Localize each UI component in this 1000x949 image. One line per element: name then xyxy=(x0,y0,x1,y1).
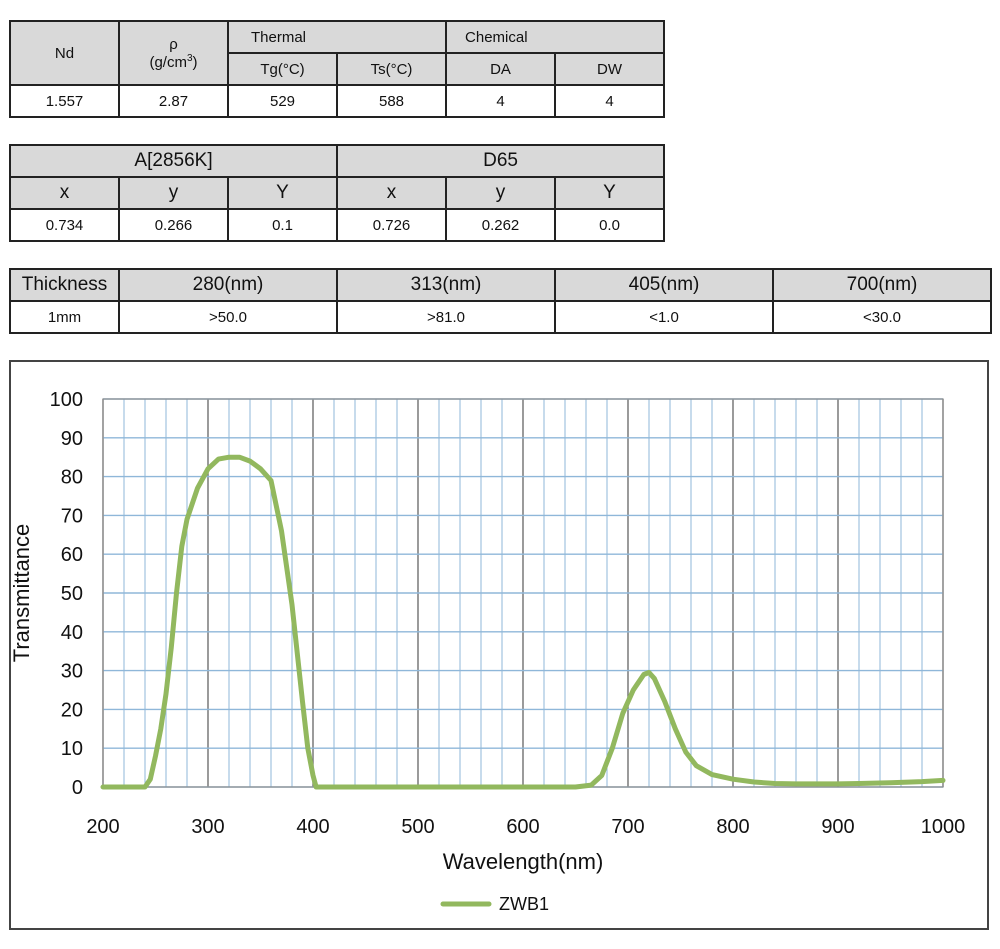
dw-header: DW xyxy=(554,52,666,86)
density-unit-base: (g/cm xyxy=(149,53,187,71)
transmittance-chart-frame: 0 10 20 30 40 50 60 70 80 90 100 200 300 400 500 600 70… xyxy=(9,360,989,930)
x-tick-label: 300 xyxy=(191,816,224,838)
t280-value: >50.0 xyxy=(118,300,338,334)
thermal-header: Thermal xyxy=(226,20,448,54)
density-header: ρ (g/cm3) xyxy=(118,20,229,86)
y-tick-label: 100 xyxy=(50,389,83,411)
illuminant-d65-header: D65 xyxy=(336,144,666,178)
a-x-header: x xyxy=(9,176,120,210)
t405-value: <1.0 xyxy=(554,300,774,334)
y-tick-label: 60 xyxy=(61,544,83,566)
d65-Y-header: Y xyxy=(554,176,666,210)
y-tick-label: 70 xyxy=(61,505,83,527)
ts-header: Ts(°C) xyxy=(335,52,448,86)
density-unit: (g/cm3) xyxy=(121,52,226,71)
density-unit-exponent: 3 xyxy=(186,52,193,64)
x-tick-label: 900 xyxy=(821,816,854,838)
legend: ZWB1 xyxy=(440,894,549,914)
series-line-zwb1 xyxy=(100,454,946,790)
x-tick-label: 200 xyxy=(86,816,119,838)
d65-x-header: x xyxy=(336,176,448,210)
thickness-header: Thickness xyxy=(9,268,120,302)
y-tick-label: 90 xyxy=(61,428,83,450)
x-tick-label: 1000 xyxy=(921,816,966,838)
x-tick-label: 500 xyxy=(401,816,434,838)
glass-properties-table: Nd ρ (g/cm3) Thermal Chemical Tg(°C) Ts(… xyxy=(9,20,666,118)
t700-value: <30.0 xyxy=(772,300,992,334)
x-axis-label: Wavelength(nm) xyxy=(443,849,604,874)
x-tick-label: 400 xyxy=(296,816,329,838)
d65-y-value: 0.262 xyxy=(445,208,557,242)
a-y-value: 0.266 xyxy=(118,208,229,242)
x-axis-ticks: 200 300 400 500 600 700 800 900 1000 xyxy=(86,816,965,838)
ts-value: 588 xyxy=(335,84,448,118)
da-header: DA xyxy=(445,52,557,86)
y-tick-label: 80 xyxy=(61,467,83,489)
density-value: 2.87 xyxy=(118,84,229,118)
a-Y-value: 0.1 xyxy=(226,208,339,242)
a-Y-header: Y xyxy=(226,176,339,210)
y-axis-ticks: 0 10 20 30 40 50 60 70 80 90 100 xyxy=(50,389,83,799)
d65-y-header: y xyxy=(445,176,557,210)
transmittance-chart: 0 10 20 30 40 50 60 70 80 90 100 200 300 400 500 600 70… xyxy=(9,389,965,914)
a-x-value: 0.734 xyxy=(9,208,120,242)
t280-header: 280(nm) xyxy=(118,268,338,302)
chemical-header: Chemical xyxy=(445,20,666,54)
d65-Y-value: 0.0 xyxy=(554,208,666,242)
rho-symbol: ρ xyxy=(169,35,178,53)
dw-value: 4 xyxy=(554,84,666,118)
y-axis-label: Transmittance xyxy=(11,524,34,663)
x-tick-label: 800 xyxy=(716,816,749,838)
t313-value: >81.0 xyxy=(336,300,556,334)
nd-header: Nd xyxy=(9,20,120,86)
tg-header: Tg(°C) xyxy=(227,52,338,86)
y-tick-label: 30 xyxy=(61,661,83,683)
chromaticity-table: A[2856K] D65 x y Y x y Y 0.734 0.266 0.1… xyxy=(8,144,666,242)
x-tick-label: 700 xyxy=(611,816,644,838)
y-tick-label: 50 xyxy=(61,583,83,605)
thickness-value: 1mm xyxy=(9,300,120,334)
d65-x-value: 0.726 xyxy=(336,208,448,242)
t700-header: 700(nm) xyxy=(772,268,992,302)
t313-header: 313(nm) xyxy=(336,268,556,302)
t405-header: 405(nm) xyxy=(554,268,774,302)
transmittance-table: Thickness 280(nm) 313(nm) 405(nm) 700(nm… xyxy=(9,268,992,334)
y-tick-label: 10 xyxy=(61,738,83,760)
da-value: 4 xyxy=(445,84,557,118)
chart-grid xyxy=(102,398,944,788)
tg-value: 529 xyxy=(227,84,338,118)
nd-value: 1.557 xyxy=(9,84,120,118)
y-tick-label: 20 xyxy=(61,699,83,721)
legend-label: ZWB1 xyxy=(499,894,549,914)
illuminant-a-header: A[2856K] xyxy=(8,144,339,178)
density-unit-close: ) xyxy=(192,53,198,71)
x-tick-label: 600 xyxy=(506,816,539,838)
y-tick-label: 0 xyxy=(72,777,83,799)
y-tick-label: 40 xyxy=(61,622,83,644)
a-y-header: y xyxy=(118,176,229,210)
